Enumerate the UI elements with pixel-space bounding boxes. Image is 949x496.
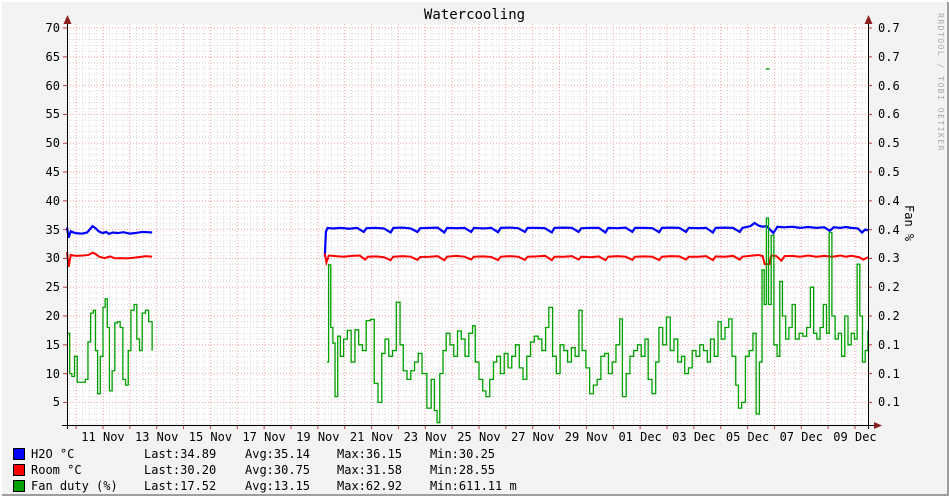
legend-max: Max:36.15 xyxy=(337,447,403,461)
page-title: Watercooling xyxy=(423,7,526,23)
left-axis-tick-label: 55 xyxy=(45,107,60,122)
legend-label: Fan duty (%) xyxy=(31,479,118,493)
legend-min: Min:28.55 xyxy=(430,463,496,477)
left-axis-tick-label: 10 xyxy=(45,366,60,381)
x-axis-tick-label: 01 Dec xyxy=(618,430,662,444)
left-axis-tick-label: 45 xyxy=(45,165,60,180)
legend-avg: Avg:13.15 xyxy=(245,479,311,493)
left-axis-tick-label: 50 xyxy=(45,136,60,151)
left-axis-tick-label: 30 xyxy=(45,251,60,266)
x-axis-tick-label: 03 Dec xyxy=(672,430,716,444)
right-axis-tick-label: 0.5 xyxy=(878,165,900,180)
legend-avg: Avg:35.14 xyxy=(245,447,311,461)
legend-row-h2o: H2O °C Last:34.89 Avg:35.14 Max:36.15 Mi… xyxy=(0,448,949,461)
right-axis-tick-label: 0.7 xyxy=(878,21,900,36)
legend-max: Max:31.58 xyxy=(337,463,403,477)
legend-row-fan: Fan duty (%) Last:17.52 Avg:13.15 Max:62… xyxy=(0,480,949,493)
right-axis-tick-label: 0.4 xyxy=(878,193,900,208)
rrdtool-watermark: RRDTOOL / TOBI OETIKER xyxy=(936,13,945,152)
legend-min: Min:611.11 m xyxy=(430,479,517,493)
left-axis-tick-label: 25 xyxy=(45,280,60,295)
series-room-line xyxy=(66,251,869,267)
x-axis-tick-label: 15 Nov xyxy=(188,430,233,444)
y-axis-label-right: Fan % xyxy=(902,205,916,242)
x-axis-tick-label: 25 Nov xyxy=(457,430,501,444)
legend-last: Last:17.52 xyxy=(144,479,217,493)
left-axis-tick-label: 40 xyxy=(45,193,60,208)
legend-avg: Avg:30.75 xyxy=(245,463,311,477)
x-axis-tick-label: 13 Nov xyxy=(135,430,179,444)
grid-major xyxy=(67,24,868,424)
left-axis-tick-label: 60 xyxy=(45,78,60,93)
legend-row-room: Room °C Last:30.20 Avg:30.75 Max:31.58 M… xyxy=(0,464,949,477)
series-fan-line xyxy=(67,68,869,424)
right-axis-tick-label: 0.3 xyxy=(878,251,900,266)
x-axis-tick-label: 27 Nov xyxy=(511,430,555,444)
legend-label: H2O °C xyxy=(31,447,75,461)
fan-swatch-icon xyxy=(13,480,25,492)
x-axis-tick-label: 19 Nov xyxy=(296,430,340,444)
legend-last: Last:34.89 xyxy=(144,447,217,461)
right-axis-tick-label: 0.4 xyxy=(878,222,900,237)
x-axis-tick-label: 07 Dec xyxy=(779,430,823,444)
grid-minor xyxy=(67,24,868,424)
x-axis-tick-label: 05 Dec xyxy=(725,430,770,444)
left-axis-tick-label: 20 xyxy=(45,309,60,323)
legend-max: Max:62.92 xyxy=(337,479,403,493)
x-axis-tick-label: 11 Nov xyxy=(81,430,125,444)
h2o-swatch-icon xyxy=(13,448,25,460)
right-axis-tick-label: 0.5 xyxy=(878,136,900,151)
room-swatch-icon xyxy=(13,464,25,476)
right-axis-tick-label: 0.2 xyxy=(878,280,900,295)
x-axis-tick-label: 21 Nov xyxy=(349,430,394,444)
left-axis-tick-label: 35 xyxy=(45,222,60,237)
x-axis-tick-label: 23 Nov xyxy=(403,430,447,444)
left-axis-tick-label: 5 xyxy=(52,395,60,410)
right-axis-tick-label: 0.6 xyxy=(878,107,900,122)
right-axis-tick-label: 0.7 xyxy=(878,49,900,64)
right-axis-tick-label: 0.2 xyxy=(878,309,900,323)
x-axis-tick-label: 09 Dec xyxy=(833,430,877,444)
left-axis-tick-label: 65 xyxy=(45,49,60,64)
left-axis-tick-label: 15 xyxy=(45,337,60,352)
legend-label: Room °C xyxy=(31,463,82,477)
axis-arrows xyxy=(63,15,882,429)
axis-lines xyxy=(62,22,874,429)
legend-min: Min:30.25 xyxy=(430,447,496,461)
x-axis-tick-label: 29 Nov xyxy=(564,430,609,444)
x-axis-tick-label: 17 Nov xyxy=(242,430,286,444)
right-axis-tick-label: 0.1 xyxy=(878,366,900,381)
legend-last: Last:30.20 xyxy=(144,463,217,477)
left-axis-tick-label: 70 xyxy=(45,21,60,36)
right-axis-tick-label: 0.1 xyxy=(878,337,900,352)
right-axis-tick-label: 0.1 xyxy=(878,395,900,410)
series-h2o-line xyxy=(66,221,869,257)
right-axis-tick-label: 0.6 xyxy=(878,78,900,93)
